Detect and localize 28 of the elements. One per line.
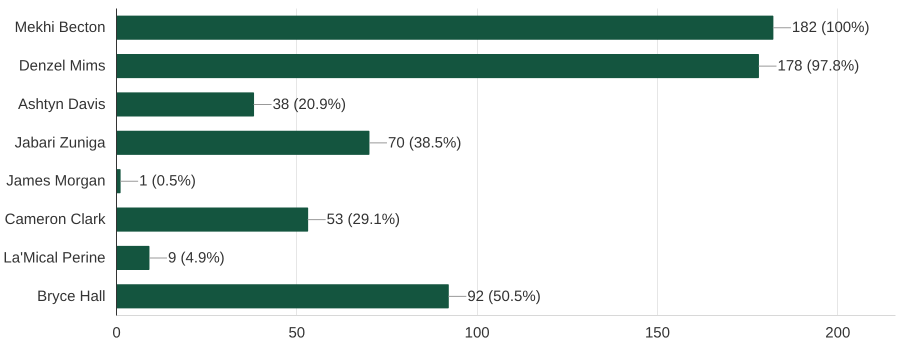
bar [116, 246, 150, 270]
y-tick-label: La'Mical Perine [3, 249, 106, 266]
bar [116, 16, 774, 40]
y-tick-label: Bryce Hall [37, 288, 106, 305]
bar [116, 208, 308, 232]
y-tick-label: Mekhi Becton [14, 19, 106, 36]
bar [116, 130, 370, 155]
data-label: 92 (50.5%) [467, 288, 541, 305]
data-label: 53 (29.1%) [326, 211, 400, 228]
data-label: 1 (0.5%) [139, 172, 196, 190]
data-label: 9 (4.9%) [168, 249, 225, 266]
y-tick-label: Jabari Zuniga [14, 134, 106, 152]
y-tick-label: Ashtyn Davis [18, 96, 106, 113]
y-tick-label: James Morgan [6, 172, 106, 190]
x-tick-label: 50 [288, 324, 306, 342]
x-tick-label: 200 [825, 324, 850, 342]
bar [116, 92, 254, 116]
data-label: 182 (100%) [792, 19, 870, 36]
y-tick-label: Cameron Clark [4, 211, 106, 228]
bar [116, 54, 759, 78]
x-tick-label: 0 [112, 324, 121, 342]
y-tick-label: Denzel Mims [18, 58, 106, 75]
data-label: 70 (38.5%) [388, 134, 462, 152]
data-label: 178 (97.8%) [777, 58, 860, 75]
x-tick-label: 150 [644, 324, 670, 342]
bar [116, 284, 449, 308]
x-tick-label: 100 [464, 324, 490, 342]
data-label: 38 (20.9%) [272, 96, 346, 113]
